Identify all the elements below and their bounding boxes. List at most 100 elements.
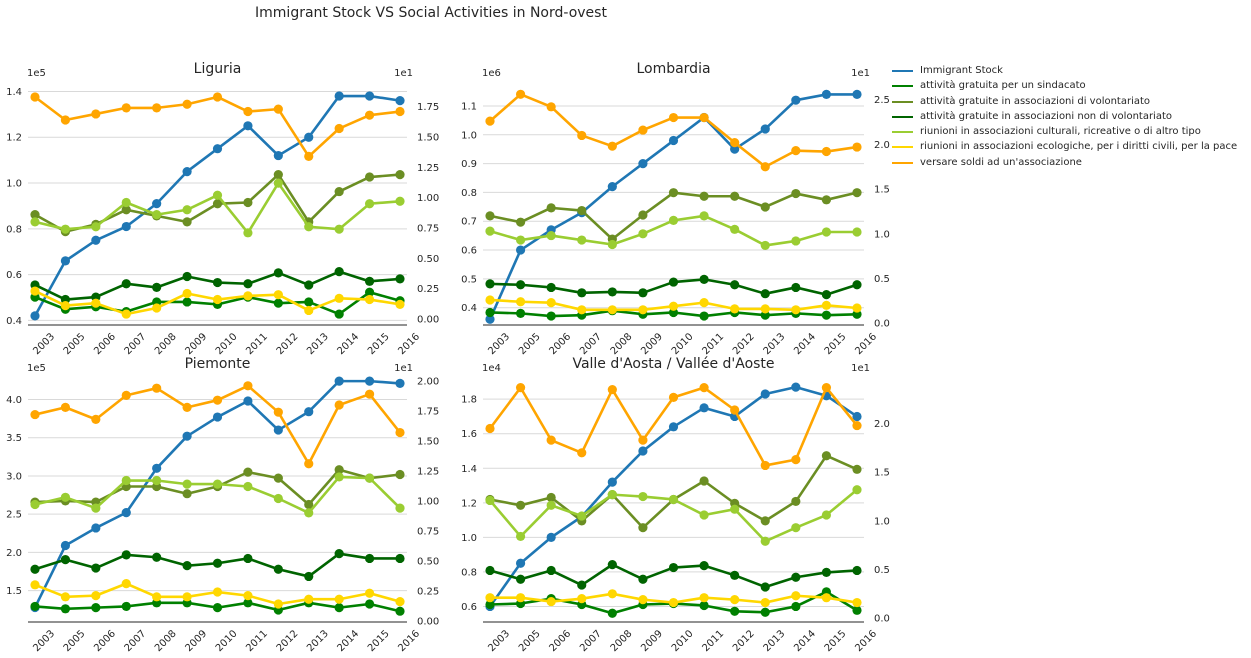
y2-tick-label: 0.5 xyxy=(874,565,890,576)
data-point xyxy=(607,560,617,570)
legend-label: attività gratuite in associazioni non di… xyxy=(920,110,1173,122)
data-point xyxy=(395,274,405,284)
x-tick-label: 2010 xyxy=(670,628,696,654)
data-point xyxy=(212,190,223,200)
data-point xyxy=(485,599,495,610)
data-point xyxy=(852,597,862,608)
data-point xyxy=(852,227,862,237)
data-point xyxy=(304,297,314,307)
y-offset-label: 1e5 xyxy=(27,363,46,374)
y2-tick-label: 1.5 xyxy=(874,185,890,196)
x-tick-label: 2013 xyxy=(762,331,788,357)
y-tick-label: 2.0 xyxy=(6,548,22,559)
data-point xyxy=(30,217,40,227)
data-point xyxy=(91,503,101,513)
legend-item: attività gratuita per un sindacato xyxy=(892,78,1237,93)
data-point xyxy=(852,89,862,100)
data-point xyxy=(791,305,801,315)
series-line xyxy=(489,454,858,529)
data-point xyxy=(791,95,801,105)
data-point xyxy=(515,89,526,99)
y2-tick-label: 0.00 xyxy=(417,616,439,627)
data-point xyxy=(91,603,101,613)
y-tick-label: 1.1 xyxy=(461,101,477,112)
data-point xyxy=(273,178,283,188)
data-point xyxy=(121,475,131,486)
y2-tick-label: 0.0 xyxy=(874,319,890,330)
data-point xyxy=(273,268,283,278)
data-point xyxy=(243,381,253,391)
data-point xyxy=(395,378,405,389)
data-point xyxy=(212,603,223,613)
data-point xyxy=(182,297,192,307)
data-point xyxy=(243,291,253,301)
data-point xyxy=(243,121,253,131)
y-tick-label: 1.5 xyxy=(6,586,22,597)
data-point xyxy=(60,115,71,125)
legend-label: riunioni in associazioni culturali, ricr… xyxy=(920,126,1201,138)
data-point xyxy=(121,390,131,400)
data-point xyxy=(60,604,71,614)
y2-tick-label: 1.25 xyxy=(417,163,439,174)
data-point xyxy=(577,448,587,458)
data-point xyxy=(212,587,223,597)
x-tick-label: 2011 xyxy=(244,331,270,357)
y2-tick-label: 1.0 xyxy=(874,516,890,527)
x-tick-label: 2009 xyxy=(183,331,209,357)
data-point xyxy=(395,469,405,480)
data-point xyxy=(791,146,801,156)
figure-suptitle: Immigrant Stock VS Social Activities in … xyxy=(255,5,607,21)
legend-swatch xyxy=(892,146,913,149)
data-point xyxy=(152,463,162,473)
data-point xyxy=(182,489,192,499)
y2-tick-label: 1.0 xyxy=(874,229,890,240)
data-point xyxy=(364,172,375,182)
data-point xyxy=(334,186,344,197)
data-point xyxy=(334,376,344,386)
x-tick-label: 2016 xyxy=(853,331,879,357)
data-point xyxy=(791,282,801,293)
data-point xyxy=(182,592,192,602)
data-point xyxy=(304,508,314,518)
data-point xyxy=(577,511,587,521)
x-tick-label: 2012 xyxy=(275,331,301,357)
data-point xyxy=(515,235,526,245)
data-point xyxy=(515,308,526,318)
data-point xyxy=(273,104,283,114)
series-line xyxy=(489,93,858,169)
x-tick-label: 2005 xyxy=(517,628,543,654)
data-point xyxy=(121,197,131,208)
x-tick-label: 2014 xyxy=(336,628,362,654)
data-point xyxy=(607,182,617,192)
y-tick-label: 0.6 xyxy=(461,246,477,257)
data-point xyxy=(668,494,679,505)
data-point xyxy=(243,553,253,564)
data-point xyxy=(121,309,131,319)
data-point xyxy=(91,563,101,573)
subplot-title: Valle d'Aosta / Vallée d'Aoste xyxy=(572,356,774,372)
data-point xyxy=(395,106,405,117)
data-point xyxy=(515,383,526,393)
data-point xyxy=(791,601,801,612)
x-tick-label: 2003 xyxy=(486,331,512,357)
y-tick-label: 3.0 xyxy=(6,471,22,482)
data-point xyxy=(364,110,375,120)
data-point xyxy=(91,523,101,533)
data-point xyxy=(334,400,344,410)
data-point xyxy=(60,224,71,234)
data-point xyxy=(852,411,862,422)
legend-swatch xyxy=(892,100,913,103)
data-point xyxy=(821,289,832,300)
y-tick-label: 0.4 xyxy=(6,316,22,327)
data-point xyxy=(395,606,405,616)
data-point xyxy=(304,594,314,604)
data-point xyxy=(212,294,223,305)
chart-panel: Piemonte 1.5 2.0 2.5 3.0 3.5 4.0 1e5 0.00 0.25 0.5… xyxy=(6,356,439,654)
data-point xyxy=(760,516,770,526)
data-point xyxy=(699,112,709,123)
data-point xyxy=(791,236,801,246)
data-point xyxy=(638,125,648,135)
data-point xyxy=(334,224,344,234)
data-point xyxy=(273,599,283,609)
data-point xyxy=(607,305,617,315)
